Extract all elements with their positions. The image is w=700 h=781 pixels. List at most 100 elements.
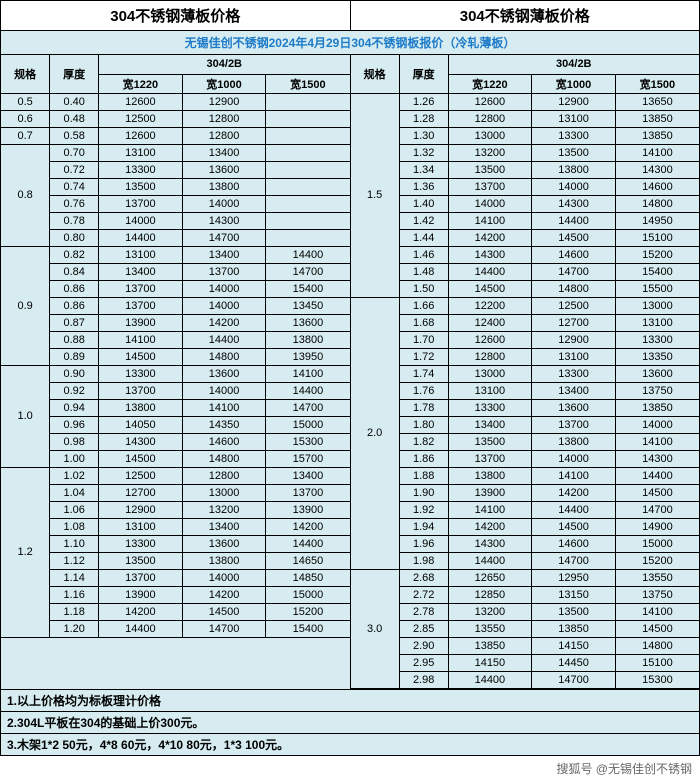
data-cell: 15300 [266, 433, 350, 450]
data-cell: 14300 [615, 450, 699, 467]
col-grade: 304/2B [448, 55, 699, 74]
data-cell: 12700 [99, 484, 183, 501]
data-cell: 13950 [266, 348, 350, 365]
data-cell: 13700 [99, 297, 183, 314]
table-row: 1.14137001400014850 [1, 569, 350, 586]
data-cell: 1.14 [50, 569, 99, 586]
data-cell: 13750 [615, 586, 699, 603]
data-cell: 14700 [615, 501, 699, 518]
data-cell: 14400 [266, 382, 350, 399]
data-cell: 14500 [615, 484, 699, 501]
data-cell: 2.90 [399, 637, 448, 654]
data-cell: 1.34 [399, 161, 448, 178]
data-cell: 14800 [615, 637, 699, 654]
data-cell: 13300 [448, 399, 532, 416]
spec-cell: 1.5 [351, 93, 400, 297]
data-cell: 14200 [99, 603, 183, 620]
data-cell: 14500 [532, 229, 616, 246]
data-cell: 13550 [615, 569, 699, 586]
data-cell: 0.70 [50, 144, 99, 161]
data-cell: 1.82 [399, 433, 448, 450]
data-cell: 12950 [532, 569, 616, 586]
data-cell: 12800 [448, 110, 532, 127]
data-cell: 14100 [99, 331, 183, 348]
data-cell: 14200 [532, 484, 616, 501]
data-cell: 13300 [99, 365, 183, 382]
table-row: 1.48144001470015400 [351, 263, 700, 280]
data-cell: 13200 [448, 144, 532, 161]
data-cell [266, 93, 350, 110]
data-cell: 14400 [448, 263, 532, 280]
spec-cell: 0.6 [1, 110, 50, 127]
data-cell: 14300 [615, 161, 699, 178]
data-cell: 14200 [182, 586, 266, 603]
data-cell: 13850 [615, 110, 699, 127]
data-cell: 15200 [615, 552, 699, 569]
data-cell: 13300 [532, 127, 616, 144]
subtitle: 无锡佳创不锈钢2024年4月29日304不锈钢板报价（冷轧薄板） [1, 31, 699, 55]
data-cell: 14800 [182, 348, 266, 365]
data-cell: 14100 [448, 212, 532, 229]
data-cell: 13000 [615, 297, 699, 314]
col-w1220: 宽1220 [448, 74, 532, 93]
data-cell: 14000 [182, 382, 266, 399]
data-cell: 12850 [448, 586, 532, 603]
data-cell: 13500 [448, 433, 532, 450]
data-cell: 14800 [532, 280, 616, 297]
data-cell: 1.20 [50, 620, 99, 637]
data-cell: 0.76 [50, 195, 99, 212]
data-cell: 12400 [448, 314, 532, 331]
table-row: 2.01.66122001250013000 [351, 297, 700, 314]
data-cell: 13650 [615, 93, 699, 110]
table-row: 1.88138001410014400 [351, 467, 700, 484]
data-cell: 14800 [615, 195, 699, 212]
data-cell: 13850 [532, 620, 616, 637]
table-row: 0.88141001440013800 [1, 331, 350, 348]
data-cell: 15400 [266, 280, 350, 297]
table-row: 2.78132001350014100 [351, 603, 700, 620]
spec-cell: 1.2 [1, 467, 50, 637]
data-cell: 15300 [615, 671, 699, 688]
data-cell: 12500 [99, 110, 183, 127]
data-cell: 14200 [182, 314, 266, 331]
data-cell [266, 195, 350, 212]
data-cell: 0.74 [50, 178, 99, 195]
table-row: 1.28128001310013850 [351, 110, 700, 127]
data-cell: 14300 [448, 535, 532, 552]
table-row: 0.96140501435015000 [1, 416, 350, 433]
table-row: 1.00.90133001360014100 [1, 365, 350, 382]
data-cell: 14400 [448, 552, 532, 569]
data-cell: 1.36 [399, 178, 448, 195]
data-cell: 1.04 [50, 484, 99, 501]
table-row: 1.98144001470015200 [351, 552, 700, 569]
data-cell: 13150 [532, 586, 616, 603]
data-cell: 12500 [532, 297, 616, 314]
data-cell: 1.78 [399, 399, 448, 416]
data-cell: 14350 [182, 416, 266, 433]
title-right: 304不锈钢薄板价格 [351, 1, 700, 30]
data-cell: 0.89 [50, 348, 99, 365]
notes: 1.以上价格均为标板理计价格2.304L平板在304的基础上价300元。3.木架… [1, 689, 699, 755]
price-table-container: 304不锈钢薄板价格 304不锈钢薄板价格 无锡佳创不锈钢2024年4月29日3… [0, 0, 700, 756]
data-cell: 14500 [99, 450, 183, 467]
table-row: 1.20144001470015400 [1, 620, 350, 637]
data-cell: 13300 [99, 161, 183, 178]
data-cell: 14300 [99, 433, 183, 450]
data-cell: 14000 [182, 297, 266, 314]
data-cell: 15000 [266, 416, 350, 433]
data-cell: 12800 [182, 127, 266, 144]
data-cell: 12800 [182, 467, 266, 484]
table-row: 0.94138001410014700 [1, 399, 350, 416]
left-column: 规格厚度304/2B宽1220宽1000宽1500 0.50.401260012… [1, 55, 351, 689]
table-row: 2.72128501315013750 [351, 586, 700, 603]
data-cell: 1.92 [399, 501, 448, 518]
data-cell: 14700 [532, 552, 616, 569]
data-cell: 13700 [182, 263, 266, 280]
data-cell: 14600 [532, 535, 616, 552]
spec-cell: 0.5 [1, 93, 50, 110]
data-cell: 14100 [615, 603, 699, 620]
data-cell: 14500 [182, 603, 266, 620]
data-cell [266, 161, 350, 178]
data-cell: 15200 [266, 603, 350, 620]
data-cell: 12600 [99, 127, 183, 144]
